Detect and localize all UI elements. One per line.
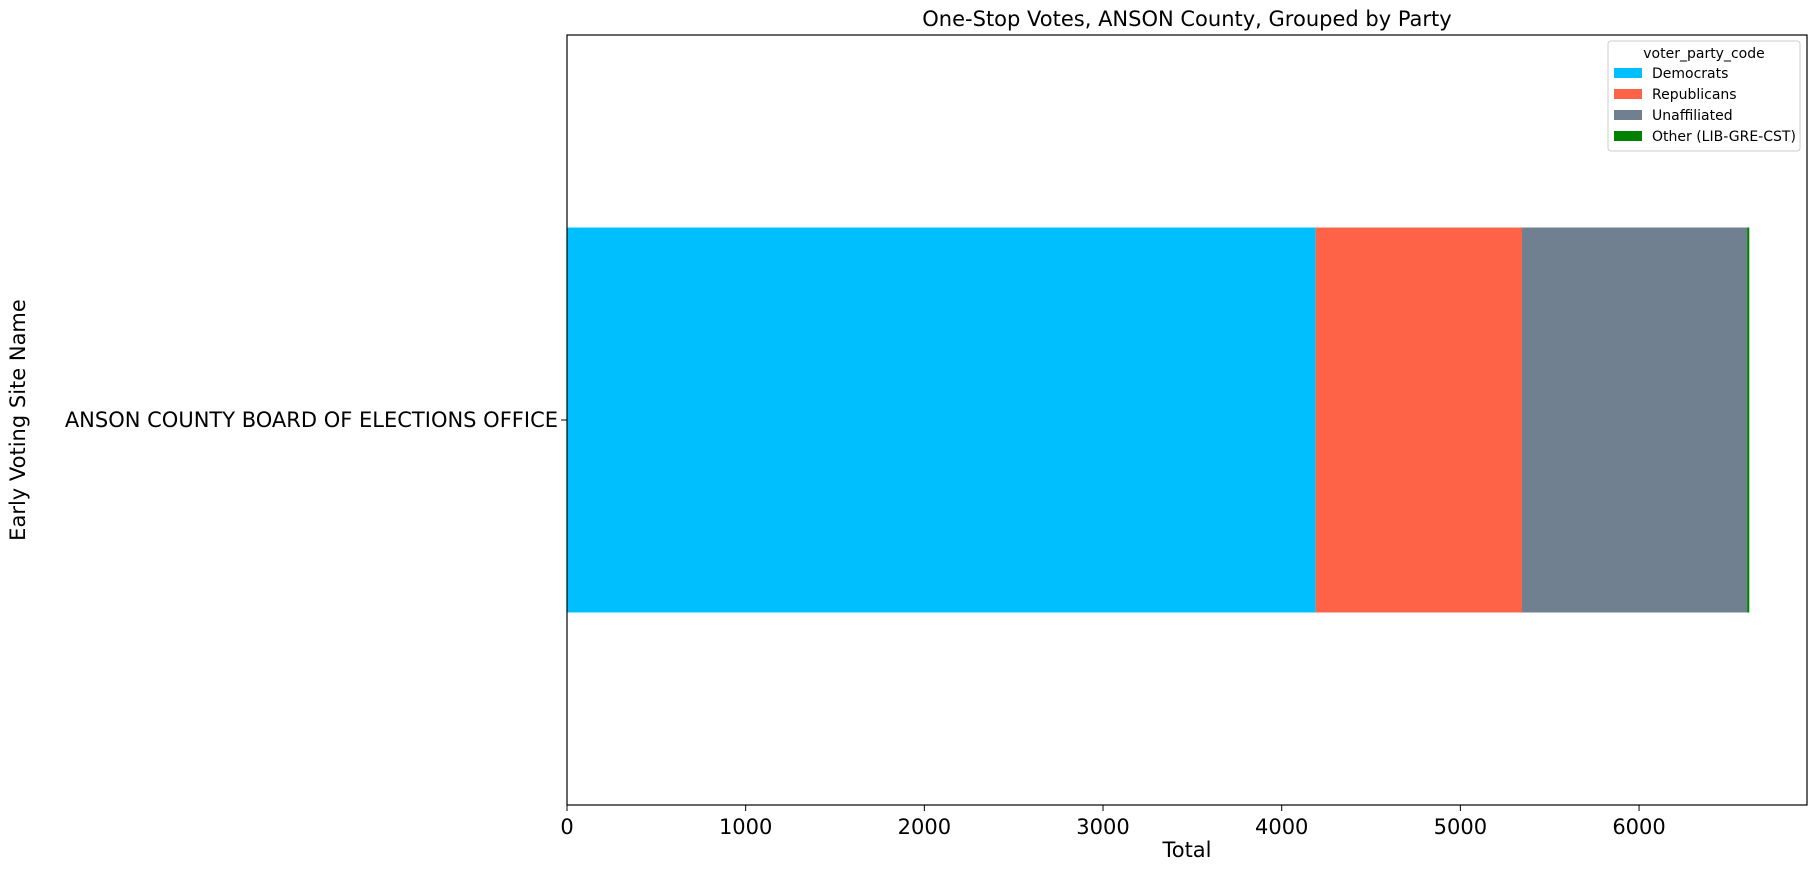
x-tick-label: 1000 [719,815,772,839]
legend-swatch-unaffiliated [1614,110,1642,120]
y-axis-label: Early Voting Site Name [6,299,30,541]
legend-label-republicans: Republicans [1652,87,1737,103]
legend-swatch-republicans [1614,89,1642,99]
legend: voter_party_code Democrats Republicans Una… [1607,40,1801,152]
bar-democrats [567,227,1316,613]
legend-label-democrats: Democrats [1652,66,1728,82]
chart-title: One-Stop Votes, ANSON County, Grouped by… [922,7,1451,31]
x-tick-label: 0 [560,815,573,839]
x-tick-label: 6000 [1612,815,1665,839]
legend-swatch-other-lib-gre-cst [1614,131,1642,141]
legend-label-unaffiliated: Unaffiliated [1652,108,1733,124]
legend-items: Democrats Republicans Unaffiliated Other (L… [1614,66,1796,145]
x-axis-label: Total [1161,838,1211,862]
bar-other-lib-gre-cst [1747,227,1750,613]
y-tick-label: ANSON COUNTY BOARD OF ELECTIONS OFFICE [65,408,558,432]
legend-frame [1607,40,1801,152]
x-tick-label: 3000 [1076,815,1129,839]
x-tick-label: 5000 [1434,815,1487,839]
bar-republicans [1315,227,1523,613]
x-axis-ticks: 0 1000 2000 3000 4000 5000 6000 [560,805,1666,839]
legend-title: voter_party_code [1643,46,1764,62]
bars [567,227,1750,613]
x-tick-label: 2000 [898,815,951,839]
bar-unaffiliated [1522,227,1748,613]
legend-swatch-democrats [1614,68,1642,78]
y-axis-ticks: ANSON COUNTY BOARD OF ELECTIONS OFFICE [65,408,567,432]
x-tick-label: 4000 [1255,815,1308,839]
legend-label-other-lib-gre-cst: Other (LIB-GRE-CST) [1652,129,1796,145]
